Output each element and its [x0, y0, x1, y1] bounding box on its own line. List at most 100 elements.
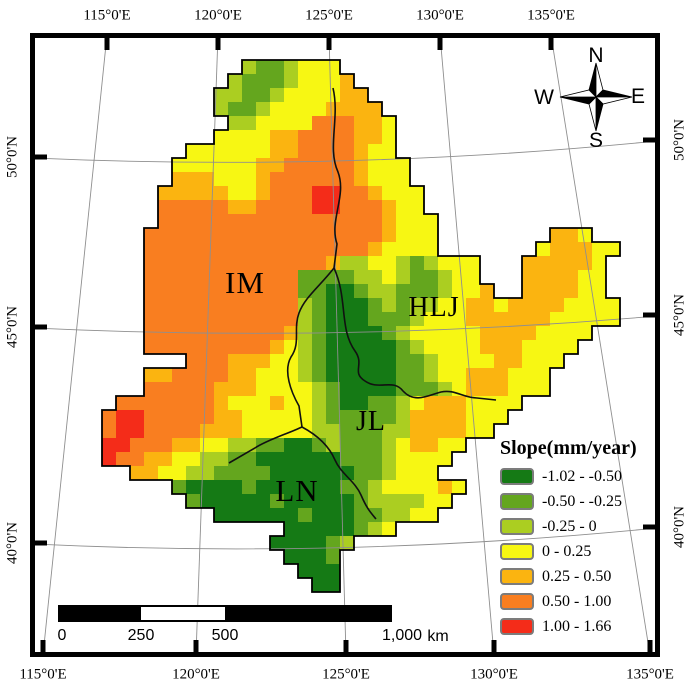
raster-cell: [242, 354, 257, 369]
raster-cell: [158, 200, 173, 215]
raster-cell: [326, 550, 341, 565]
raster-cell: [466, 298, 481, 313]
raster-cell: [326, 368, 341, 383]
legend-label: 0.25 - 0.50: [542, 567, 612, 585]
raster-cell: [326, 396, 341, 411]
raster-cell: [326, 102, 341, 117]
raster-cell: [424, 368, 439, 383]
raster-cell: [536, 340, 551, 355]
raster-cell: [578, 312, 593, 327]
raster-cell: [242, 242, 257, 257]
raster-cell: [144, 242, 159, 257]
raster-cell: [606, 242, 621, 257]
raster-cell: [200, 214, 215, 229]
raster-cell: [158, 452, 173, 467]
raster-cell: [466, 256, 481, 271]
raster-cell: [410, 312, 425, 327]
region-label-jl: JL: [356, 406, 386, 437]
raster-cell: [200, 354, 215, 369]
raster-cell: [200, 312, 215, 327]
region-label-hlj: HLJ: [408, 292, 460, 323]
raster-cell: [326, 88, 341, 103]
raster-cell: [256, 480, 271, 495]
raster-cell: [396, 242, 411, 257]
raster-cell: [298, 200, 313, 215]
raster-cell: [508, 298, 523, 313]
raster-cell: [382, 522, 397, 537]
raster-cell: [578, 284, 593, 299]
raster-cell: [326, 536, 341, 551]
raster-cell: [214, 102, 229, 117]
raster-cell: [396, 494, 411, 509]
raster-cell: [382, 200, 397, 215]
raster-cell: [424, 298, 439, 313]
raster-cell: [270, 480, 285, 495]
raster-cell: [130, 424, 145, 439]
raster-cell: [326, 74, 341, 89]
raster-cell: [326, 116, 341, 131]
raster-cell: [396, 368, 411, 383]
raster-cell: [340, 452, 355, 467]
raster-cell: [200, 228, 215, 243]
raster-cell: [242, 256, 257, 271]
raster-cell: [186, 480, 201, 495]
raster-cell: [368, 172, 383, 187]
raster-cell: [242, 312, 257, 327]
raster-cell: [270, 200, 285, 215]
raster-cell: [270, 144, 285, 159]
raster-cell: [368, 144, 383, 159]
raster-cell: [340, 312, 355, 327]
raster-cell: [228, 102, 243, 117]
raster-cell: [452, 396, 467, 411]
raster-cell: [256, 298, 271, 313]
raster-cell: [242, 368, 257, 383]
raster-cell: [214, 340, 229, 355]
raster-cell: [270, 368, 285, 383]
raster-cell: [382, 270, 397, 285]
raster-cell: [410, 438, 425, 453]
raster-cell: [410, 228, 425, 243]
raster-cell: [284, 60, 299, 75]
raster-cell: [354, 480, 369, 495]
legend-label: -1.02 - -0.50: [542, 467, 622, 485]
raster-cell: [172, 284, 187, 299]
raster-cell: [424, 312, 439, 327]
raster-cell: [144, 326, 159, 341]
raster-cell: [144, 368, 159, 383]
raster-cell: [270, 466, 285, 481]
raster-cell: [256, 158, 271, 173]
raster-cell: [326, 60, 341, 75]
raster-cell: [368, 186, 383, 201]
raster-cell: [270, 284, 285, 299]
raster-cell: [284, 256, 299, 271]
raster-cell: [312, 340, 327, 355]
raster-cell: [382, 298, 397, 313]
legend: Slope(mm/year) -1.02 - -0.50 -0.50 - -0.2…: [500, 437, 637, 643]
raster-cell: [326, 480, 341, 495]
raster-cell: [214, 158, 229, 173]
raster-cell: [298, 74, 313, 89]
legend-items: -1.02 - -0.50 -0.50 - -0.25 -0.25 - 0 0 - 0…: [500, 468, 637, 635]
compass-letter-e: E: [630, 85, 646, 108]
raster-cell: [214, 298, 229, 313]
raster-cell: [256, 312, 271, 327]
raster-cell: [410, 186, 425, 201]
raster-cell: [382, 480, 397, 495]
raster-cell: [368, 494, 383, 509]
raster-cell: [214, 494, 229, 509]
raster-cell: [410, 466, 425, 481]
raster-cell: [410, 326, 425, 341]
raster-cell: [438, 480, 453, 495]
raster-cell: [508, 326, 523, 341]
raster-cell: [200, 284, 215, 299]
raster-cell: [242, 60, 257, 75]
raster-cell: [424, 326, 439, 341]
raster-cell: [298, 536, 313, 551]
raster-cell: [284, 186, 299, 201]
raster-cell: [312, 480, 327, 495]
raster-cell: [130, 396, 145, 411]
raster-cell: [368, 480, 383, 495]
raster-cell: [480, 424, 495, 439]
raster-cell: [144, 396, 159, 411]
raster-cell: [326, 494, 341, 509]
